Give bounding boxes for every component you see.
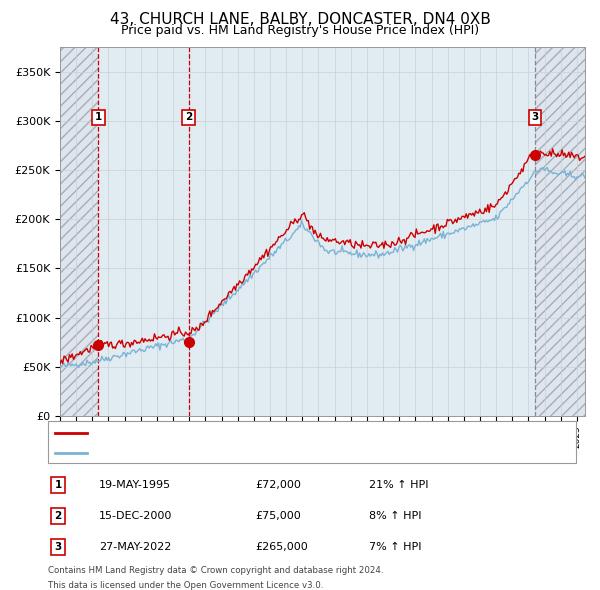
Text: £265,000: £265,000 xyxy=(255,542,308,552)
Bar xyxy=(98,47,188,416)
Bar xyxy=(188,47,535,416)
Text: 1: 1 xyxy=(55,480,62,490)
Text: 1: 1 xyxy=(95,112,102,122)
Text: HPI: Average price, detached house, Doncaster: HPI: Average price, detached house, Donc… xyxy=(94,448,330,457)
Text: This data is licensed under the Open Government Licence v3.0.: This data is licensed under the Open Gov… xyxy=(48,581,323,589)
Text: 15-DEC-2000: 15-DEC-2000 xyxy=(99,511,172,521)
Text: 7% ↑ HPI: 7% ↑ HPI xyxy=(369,542,421,552)
Text: 2: 2 xyxy=(55,511,62,521)
Text: 3: 3 xyxy=(531,112,539,122)
Bar xyxy=(535,47,585,416)
Bar xyxy=(60,47,98,416)
Text: Price paid vs. HM Land Registry's House Price Index (HPI): Price paid vs. HM Land Registry's House … xyxy=(121,24,479,37)
Text: £75,000: £75,000 xyxy=(255,511,301,521)
Text: 21% ↑ HPI: 21% ↑ HPI xyxy=(369,480,428,490)
Text: 2: 2 xyxy=(185,112,192,122)
Text: 3: 3 xyxy=(55,542,62,552)
Text: £72,000: £72,000 xyxy=(255,480,301,490)
Bar xyxy=(60,47,98,416)
Text: 27-MAY-2022: 27-MAY-2022 xyxy=(99,542,172,552)
Text: 43, CHURCH LANE, BALBY, DONCASTER, DN4 0XB: 43, CHURCH LANE, BALBY, DONCASTER, DN4 0… xyxy=(110,12,490,27)
Text: 19-MAY-1995: 19-MAY-1995 xyxy=(99,480,171,490)
Text: Contains HM Land Registry data © Crown copyright and database right 2024.: Contains HM Land Registry data © Crown c… xyxy=(48,566,383,575)
Text: 8% ↑ HPI: 8% ↑ HPI xyxy=(369,511,421,521)
Bar xyxy=(535,47,585,416)
Text: 43, CHURCH LANE, BALBY, DONCASTER, DN4 0XB (detached house): 43, CHURCH LANE, BALBY, DONCASTER, DN4 0… xyxy=(94,428,433,438)
